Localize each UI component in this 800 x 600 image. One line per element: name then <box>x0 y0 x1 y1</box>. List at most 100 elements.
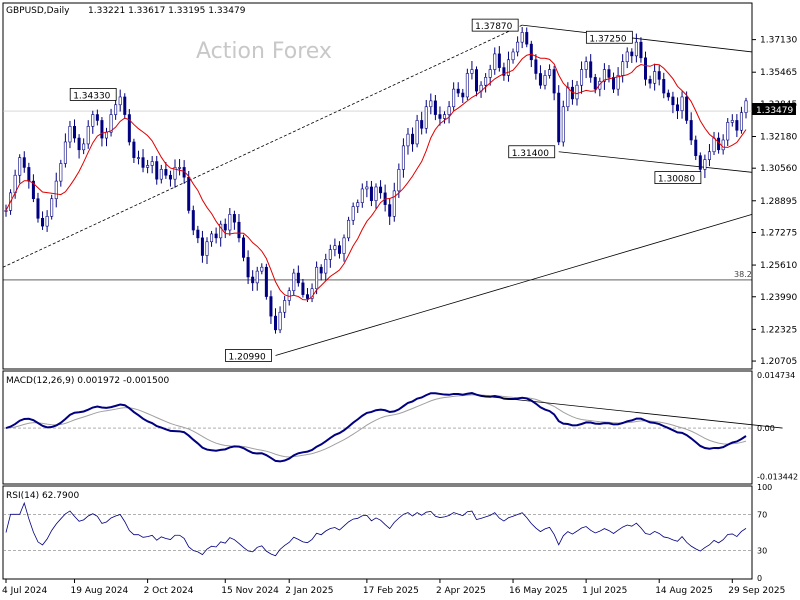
price-label-box <box>471 18 519 32</box>
candle-body <box>548 69 552 76</box>
price-layer: 38.2 1.37870 1.37250 1.34330 1.31400 1.30080 1… <box>2 18 753 362</box>
x-tick-label: 19 Aug 2024 <box>71 586 129 596</box>
candle-body <box>132 141 136 158</box>
price-label: 1.20990 <box>229 352 266 362</box>
rsi-layer: 100 70 30 0 <box>3 483 772 583</box>
candle-body <box>77 137 81 151</box>
price-label: 1.34330 <box>73 91 110 101</box>
candle-body <box>616 75 620 90</box>
chart-header-ohlc: 1.33221 1.33617 1.33195 1.33479 <box>88 6 246 16</box>
candle-body <box>45 216 49 227</box>
candle-body <box>356 202 360 207</box>
candle-body <box>529 43 533 61</box>
price-tick-label: 1.22325 <box>760 325 797 335</box>
candle-body <box>438 114 442 119</box>
candle-body <box>347 219 351 239</box>
candle-body <box>141 157 145 168</box>
fib-38-2-label: 38.2 <box>734 270 752 279</box>
candle-body <box>342 237 346 254</box>
price-label-box <box>69 88 117 101</box>
channel-top-line <box>522 24 753 53</box>
candle-body <box>680 96 684 111</box>
candle-body <box>146 165 150 168</box>
candle-body <box>127 114 131 143</box>
candle-body <box>644 57 648 80</box>
rsi-tick-label: 70 <box>757 510 767 519</box>
candle-body <box>429 100 433 108</box>
macd-tick-label: -0.013442 <box>757 473 798 482</box>
candle-body <box>269 296 273 317</box>
candle-body <box>191 210 195 231</box>
candle-body <box>196 229 200 239</box>
price-label-box <box>225 349 272 362</box>
candle-body <box>228 214 232 231</box>
candle-body <box>237 221 241 239</box>
candle-body <box>27 167 31 182</box>
chart-header-symbol: GBPUSD,Daily <box>6 6 70 16</box>
candle-body <box>543 75 547 86</box>
candle-body <box>607 69 611 78</box>
rsi-line <box>5 501 747 557</box>
candle-body <box>178 167 182 169</box>
last-price-label: 1.33479 <box>756 106 793 116</box>
candle-body <box>274 315 278 331</box>
candle-body <box>351 206 355 221</box>
candle-body <box>305 294 309 299</box>
candle-body <box>488 69 492 78</box>
candle-body <box>260 266 264 272</box>
moving-average-line <box>5 53 747 301</box>
candle-body <box>465 73 469 98</box>
candle-body <box>210 233 214 243</box>
candle-body <box>63 141 67 164</box>
candle-body <box>538 73 542 86</box>
candle-body <box>397 169 401 192</box>
price-label: 1.30080 <box>658 175 695 185</box>
candle-body <box>552 69 556 94</box>
candle-body <box>333 245 337 250</box>
candle-body <box>497 53 501 68</box>
candle-body <box>301 282 305 295</box>
candle-body <box>698 155 702 170</box>
price-tick-label: 1.37130 <box>760 36 797 46</box>
candle-body <box>534 59 538 74</box>
candle-body <box>123 96 127 115</box>
candle-body <box>653 71 657 84</box>
candle-body <box>602 69 606 82</box>
rsi-tick-label: 30 <box>757 547 767 556</box>
candle-body <box>164 169 168 176</box>
candle-body <box>621 61 625 76</box>
rsi-panel-frame <box>2 485 753 580</box>
candle-body <box>452 88 456 108</box>
candle-body <box>73 126 77 139</box>
price-label: 1.37250 <box>589 34 626 44</box>
candle-body <box>689 120 693 141</box>
price-tick-label: 1.28895 <box>760 197 797 207</box>
candle-body <box>86 126 90 145</box>
candle-body <box>54 180 58 200</box>
x-tick-label: 2 Apr 2025 <box>436 586 486 596</box>
candle-body <box>401 145 405 170</box>
candle-body <box>82 143 86 151</box>
candle-body <box>109 114 113 133</box>
macd-line <box>5 392 747 463</box>
candle-body <box>657 71 661 80</box>
candle-body <box>726 122 730 141</box>
price-label: 1.31400 <box>512 149 549 159</box>
last-price-box <box>752 103 796 115</box>
channel-bottom-line <box>558 151 753 173</box>
x-tick-label: 29 Sep 2025 <box>728 586 785 596</box>
macd-trendline <box>481 395 783 429</box>
candle-body <box>223 223 227 231</box>
candle-body <box>219 223 223 239</box>
candle-body <box>593 77 597 90</box>
candle-body <box>525 32 529 45</box>
candle-body <box>365 186 369 190</box>
candle-body <box>575 84 579 100</box>
candle-body <box>315 266 319 290</box>
candle-body <box>187 176 191 211</box>
candle-body <box>703 159 707 170</box>
candle-body <box>443 114 447 119</box>
candle-body <box>41 217 45 227</box>
candle-body <box>50 198 54 217</box>
price-tick-label: 1.25610 <box>760 261 797 271</box>
